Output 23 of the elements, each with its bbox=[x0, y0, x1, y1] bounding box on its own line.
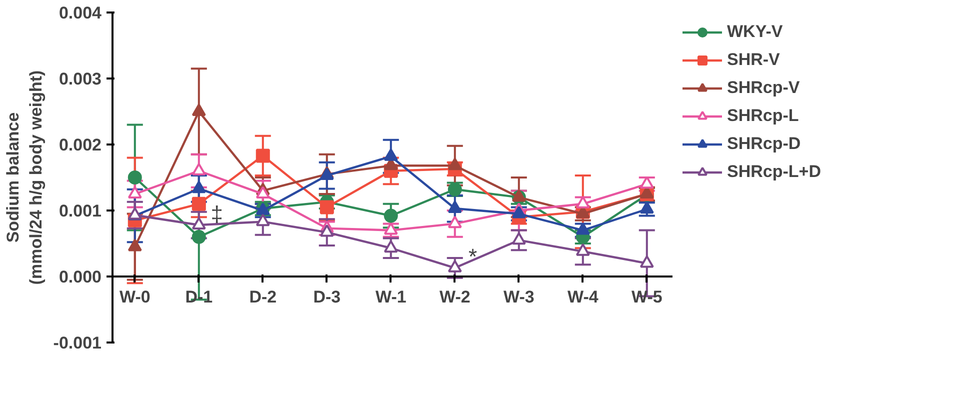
x-tick-label: W-5 bbox=[631, 288, 662, 306]
x-tick-label: W-2 bbox=[439, 288, 470, 306]
y-axis-title: Sodium balance (mmol/24 h/g body weight) bbox=[3, 70, 46, 285]
x-tick-label: W-3 bbox=[503, 288, 534, 306]
y-tick-label: 0.000 bbox=[58, 268, 102, 286]
y-tick-label: 0.001 bbox=[58, 202, 102, 220]
annotation: ‡ bbox=[210, 201, 223, 226]
annotation: * bbox=[468, 244, 478, 270]
legend-label: SHRcp-L bbox=[727, 106, 799, 126]
x-tick-label: W-0 bbox=[119, 288, 150, 306]
y-tick-label: 0.003 bbox=[58, 70, 102, 88]
legend-label: SHR-V bbox=[727, 50, 780, 70]
legend-label: SHRcp-L+D bbox=[727, 162, 821, 182]
legend-label: SHRcp-V bbox=[727, 78, 800, 98]
x-tick-label: D-3 bbox=[313, 288, 341, 306]
x-tick-label: W-1 bbox=[375, 288, 406, 306]
legend-label: WKY-V bbox=[727, 22, 783, 42]
y-tick-label: 0.002 bbox=[58, 136, 102, 154]
y-tick-label: -0.001 bbox=[53, 334, 102, 352]
legend-label: SHRcp-D bbox=[727, 134, 801, 154]
x-tick-label: W-4 bbox=[567, 288, 599, 306]
x-tick-label: D-2 bbox=[249, 288, 277, 306]
y-tick-label: 0.004 bbox=[58, 4, 102, 22]
